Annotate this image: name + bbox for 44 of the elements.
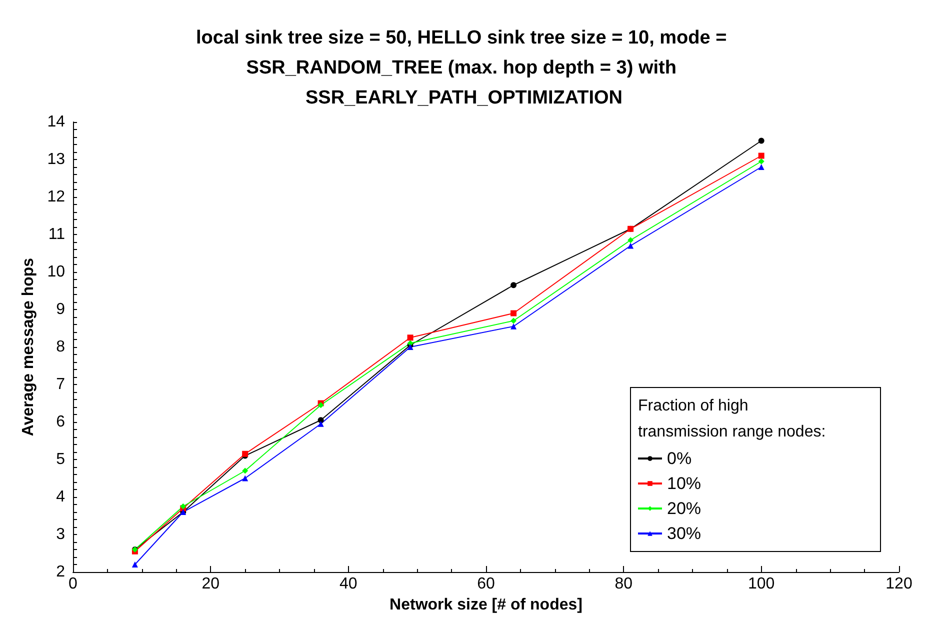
point [758,138,764,144]
y-tick-label: 2 [56,564,66,580]
x-tick-label: 20 [202,576,220,592]
y-tick-label: 11 [48,226,66,243]
chart-title: local sink tree size = 50, HELLO sink tree size = 10, mode = SSR_RANDOM_TREE (max. hop depth = 3) with SSR_EARLY_PATH_OPTIMIZATION [196,28,732,108]
point [407,334,414,341]
y-tick-label: 4 [56,488,66,506]
point [510,282,517,288]
point [318,417,324,424]
x-axis-title: Network size [# of nodes] [390,596,582,614]
point [318,420,324,427]
point [758,152,764,159]
y-tick-label: 9 [56,301,66,318]
y-tick-label: 3 [56,526,66,543]
point [628,237,634,244]
y-tick-label: 14 [47,114,66,130]
point [510,318,517,324]
y-tick-label: 8 [56,338,66,356]
y-tick-label: 6 [56,414,66,430]
x-tick-label: 60 [477,576,495,592]
y-tick-label: 5 [56,451,66,468]
legend-label: 0% [667,449,692,468]
x-tick-label: 40 [339,576,358,592]
point [242,468,248,474]
point [758,164,764,170]
legend-label: 30% [667,524,702,543]
y-axis-title: Average message hops [20,258,37,436]
legend-title: Fraction of high transmission range nodes: [638,398,826,440]
x-tick-label: 80 [614,576,633,592]
point [242,475,248,482]
y-tick-label: 13 [47,151,66,168]
point [758,158,764,164]
y-tick-label: 10 [47,264,66,280]
x-tick-label: 0 [68,576,78,592]
legend-label: 10% [667,474,702,493]
legend-label: 20% [667,499,702,518]
y-tick-label: 12 [47,188,66,206]
x-tick-label: 100 [748,576,775,592]
y-tick-label: 7 [56,376,66,393]
point [510,310,517,316]
point [132,562,138,568]
x-tick-label: 120 [886,576,912,592]
point [628,242,634,249]
point [510,323,517,330]
